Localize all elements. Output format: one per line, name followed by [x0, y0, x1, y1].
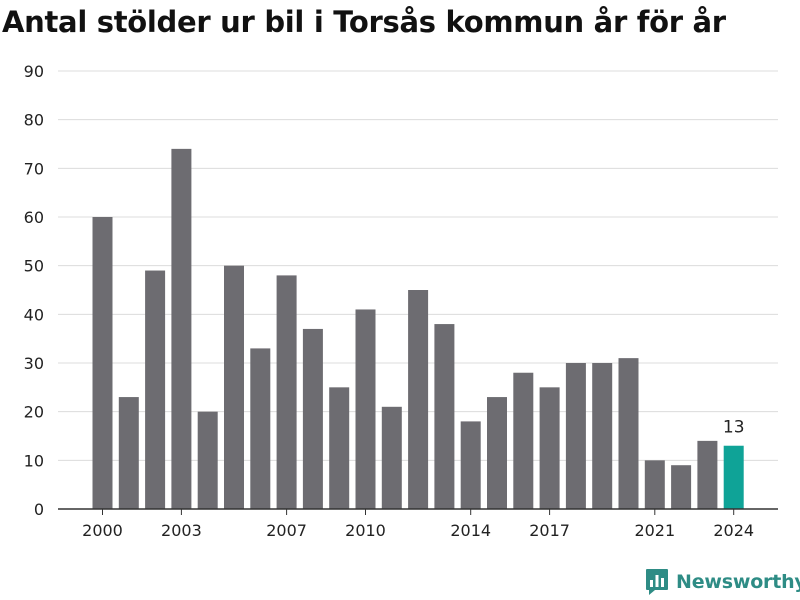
bar [329, 387, 350, 509]
y-tick-label: 0 [34, 500, 44, 519]
bar [460, 421, 481, 509]
y-tick-label: 80 [24, 111, 44, 130]
x-tick-label: 2014 [450, 521, 491, 540]
bar [592, 363, 613, 509]
bar [276, 275, 297, 509]
bar [697, 440, 718, 509]
bar [224, 265, 244, 509]
bar [723, 445, 744, 509]
y-tick-label: 90 [24, 62, 44, 81]
bar [487, 397, 507, 509]
y-tick-label: 40 [24, 305, 44, 324]
bar [381, 406, 402, 509]
bar [408, 290, 429, 509]
bar [671, 465, 692, 509]
y-tick-label: 70 [24, 159, 44, 178]
bar [565, 363, 586, 509]
bar [618, 358, 639, 509]
y-tick-label: 50 [24, 257, 44, 276]
y-tick-label: 30 [24, 354, 44, 373]
y-tick-label: 60 [24, 208, 44, 227]
x-tick-label: 2000 [82, 521, 123, 540]
x-tick-label: 2007 [266, 521, 307, 540]
x-tick-label: 2017 [529, 521, 570, 540]
brand-name: Newsworthy [676, 571, 800, 593]
bar [197, 411, 218, 509]
bar [302, 328, 323, 509]
bar [250, 348, 271, 509]
bar [644, 460, 665, 509]
data-label: 13 [723, 418, 745, 438]
x-tick-label: 2003 [161, 521, 202, 540]
y-tick-label: 20 [24, 403, 44, 422]
x-tick-label: 2021 [634, 521, 675, 540]
bar [434, 324, 455, 509]
bar [118, 397, 139, 509]
bar [355, 309, 376, 509]
x-tick-label: 2010 [345, 521, 386, 540]
bar [539, 387, 560, 509]
y-tick-label: 10 [24, 451, 44, 470]
bar [171, 148, 192, 509]
newsworthy-logo-icon [646, 569, 668, 595]
bar [145, 270, 166, 509]
x-tick-label: 2024 [713, 521, 754, 540]
newsworthy-brand: Newsworthy [645, 568, 800, 596]
bar [513, 372, 534, 509]
bar [92, 217, 113, 509]
chart-title: Antal stölder ur bil i Torsås kommun år … [2, 5, 726, 39]
